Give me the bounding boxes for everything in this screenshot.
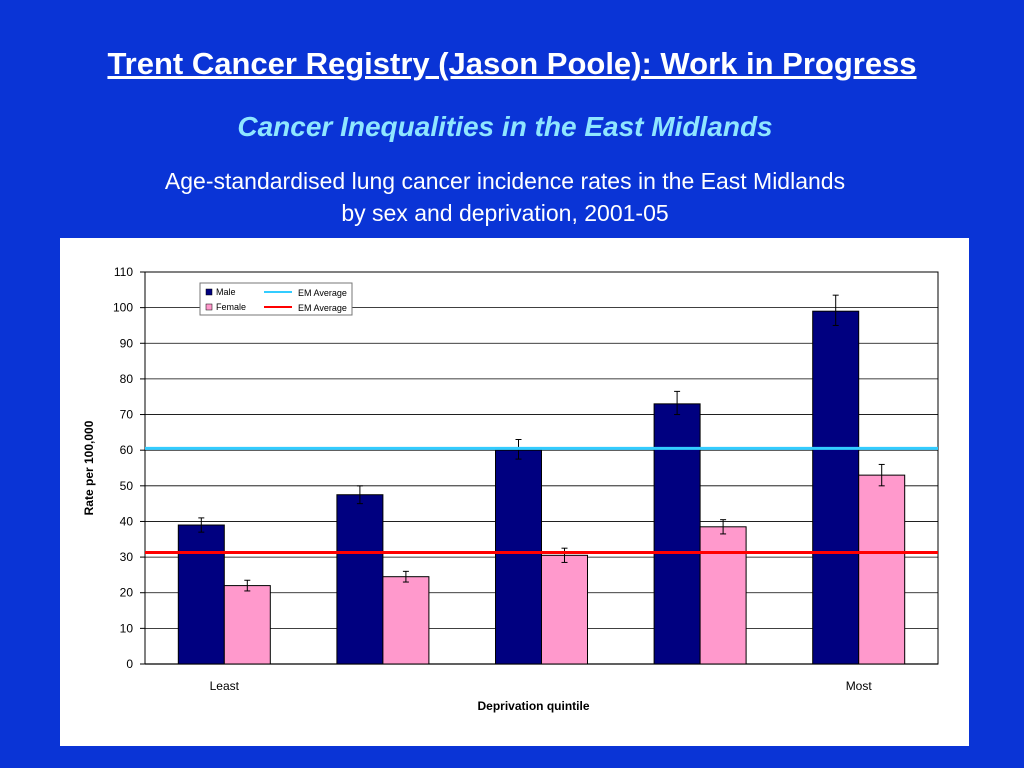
y-tick-label: 30: [120, 550, 134, 564]
x-category-label: Least: [210, 679, 240, 693]
legend-swatch-female: [205, 303, 213, 311]
caption-line-1: Age-standardised lung cancer incidence r…: [164, 168, 846, 194]
y-tick-label: 100: [113, 301, 133, 315]
bar-female: [223, 585, 271, 665]
legend-label-male: Male: [216, 287, 236, 297]
bar-female: [858, 474, 906, 665]
bar-male: [812, 310, 860, 665]
chart-panel: 0 10 20 30 40 50 60 70 80 90 100 110 Least Most Depriv…: [60, 238, 969, 746]
legend-label-em-average: EM Average: [298, 288, 347, 298]
chart-caption: Age-standardised lung cancer incidence r…: [0, 165, 1010, 229]
bar-female: [382, 576, 430, 665]
y-tick-label: 90: [120, 336, 134, 350]
y-tick-label: 20: [120, 586, 134, 600]
legend-swatch-male: [205, 288, 213, 296]
y-tick-label: 40: [120, 514, 134, 528]
y-tick-label: 80: [120, 372, 134, 386]
slide-title: Trent Cancer Registry (Jason Poole): Wor…: [107, 46, 917, 81]
bar-female: [699, 526, 747, 665]
y-tick-label: 10: [120, 621, 134, 635]
bar-male: [653, 403, 701, 665]
y-tick-label: 70: [120, 408, 134, 422]
legend-label-female: Female: [216, 302, 246, 312]
bar-female: [541, 554, 588, 665]
bar-chart: 0 10 20 30 40 50 60 70 80 90 100 110 Least Most Depriv…: [82, 265, 939, 713]
y-tick-label: 0: [126, 657, 133, 671]
bar-male: [336, 494, 384, 665]
x-category-label: Most: [846, 679, 873, 693]
slide-subtitle: Cancer Inequalities in the East Midlands: [237, 111, 773, 142]
bar-male: [495, 449, 542, 665]
y-axis-title: Rate per 100,000: [82, 420, 96, 515]
legend-label-em-average: EM Average: [298, 303, 347, 313]
y-tick-label: 60: [120, 443, 134, 457]
legend-box: [199, 282, 353, 316]
y-tick-label: 50: [120, 479, 134, 493]
x-axis-title: Deprivation quintile: [477, 699, 589, 713]
caption-line-2: by sex and deprivation, 2001-05: [341, 200, 669, 226]
y-tick-label: 110: [114, 265, 133, 279]
bar-male: [177, 524, 225, 665]
